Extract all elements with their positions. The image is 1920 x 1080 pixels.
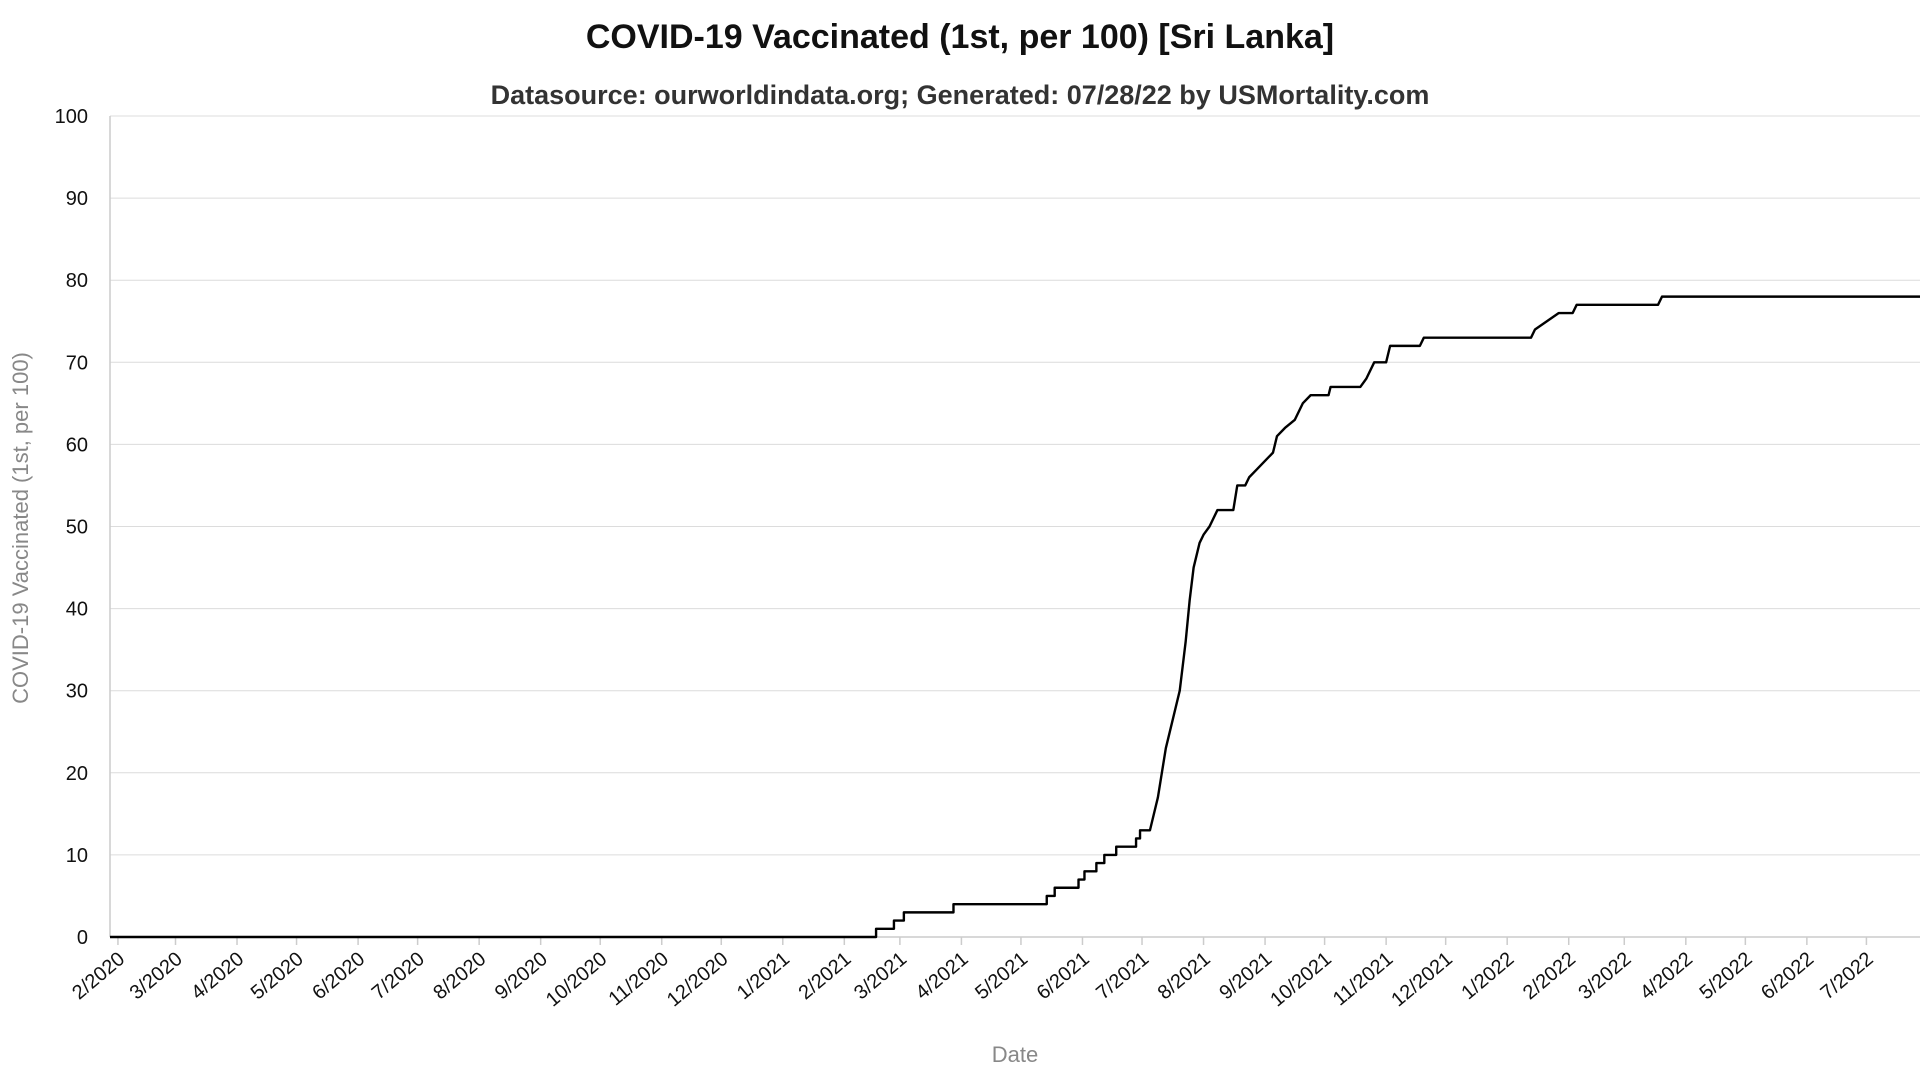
x-tick-label: 2/2021 <box>795 948 856 1004</box>
x-tick-label: 5/2020 <box>247 948 308 1004</box>
x-tick-label: 1/2021 <box>733 948 794 1004</box>
y-tick-label: 80 <box>66 270 88 292</box>
y-tick-label: 50 <box>66 517 88 539</box>
y-tick-label: 90 <box>66 188 88 210</box>
y-axis-label: COVID-19 Vaccinated (1st, per 100) <box>8 352 33 704</box>
y-tick-label: 10 <box>66 845 88 867</box>
y-tick-label: 20 <box>66 763 88 785</box>
x-tick-label: 2/2022 <box>1519 948 1580 1004</box>
x-tick-label: 3/2022 <box>1574 948 1635 1004</box>
x-tick-label: 12/2020 <box>663 948 733 1011</box>
x-axis-label: Date <box>992 1042 1038 1067</box>
x-tick-label: 5/2021 <box>971 948 1032 1004</box>
x-tick-label: 8/2021 <box>1154 948 1215 1004</box>
y-tick-label: 100 <box>55 106 88 128</box>
x-tick-label: 4/2021 <box>912 948 973 1004</box>
x-tick-label: 7/2020 <box>368 948 429 1004</box>
x-tick-label: 7/2021 <box>1092 948 1153 1004</box>
x-tick-label: 4/2020 <box>187 948 248 1004</box>
x-tick-label: 3/2021 <box>850 948 911 1004</box>
y-tick-label: 0 <box>77 927 88 949</box>
x-tick-label: 10/2020 <box>542 948 612 1011</box>
x-tick-label: 5/2022 <box>1696 948 1757 1004</box>
x-tick-label: 10/2021 <box>1266 948 1336 1011</box>
x-tick-label: 6/2021 <box>1033 948 1094 1004</box>
y-tick-label: 70 <box>66 352 88 374</box>
x-tick-label: 7/2022 <box>1817 948 1878 1004</box>
y-tick-label: 30 <box>66 681 88 703</box>
chart-subtitle: Datasource: ourworldindata.org; Generate… <box>490 80 1430 110</box>
x-tick-label: 1/2022 <box>1457 948 1518 1004</box>
x-tick-label: 11/2020 <box>605 948 673 1010</box>
chart-title: COVID-19 Vaccinated (1st, per 100) [Sri … <box>585 18 1335 56</box>
x-tick-label: 12/2021 <box>1387 948 1457 1011</box>
x-tick-label: 11/2021 <box>1329 948 1397 1010</box>
x-tick-label: 6/2020 <box>308 948 369 1004</box>
x-tick-label: 8/2020 <box>429 948 490 1004</box>
x-tick-label: 6/2022 <box>1757 948 1818 1004</box>
series-line-0 <box>110 295 1920 939</box>
gridlines <box>110 115 1920 856</box>
y-axis-ticks: 0 10 20 30 40 50 60 70 80 90 100 <box>55 106 88 949</box>
x-tick-label: 4/2022 <box>1636 948 1697 1004</box>
x-tick-label: 3/2020 <box>126 948 187 1004</box>
x-tick-label: 2/2020 <box>68 948 129 1004</box>
y-tick-label: 60 <box>66 434 88 456</box>
series-layer <box>110 295 1920 939</box>
y-tick-label: 40 <box>66 599 88 621</box>
